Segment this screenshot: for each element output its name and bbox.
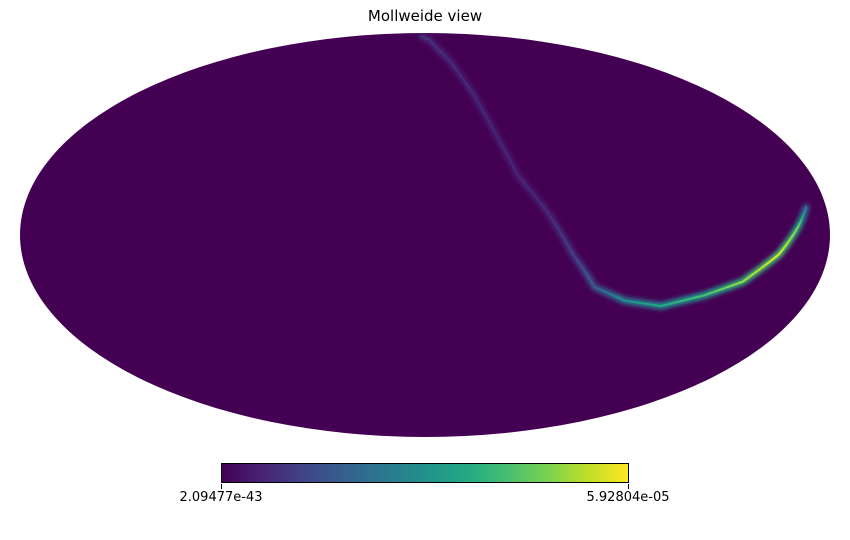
arc-core: [420, 35, 808, 308]
colorbar-min-label: 2.09477e-43: [179, 490, 263, 505]
colorbar: [221, 463, 629, 483]
colorbar-max-label: 5.92804e-05: [586, 490, 670, 505]
arc-feature: [417, 33, 810, 310]
colorbar-tick-min: [221, 484, 222, 489]
colorbar-tick-max: [628, 484, 629, 489]
sky-map-background: [20, 33, 830, 437]
chart-title: Mollweide view: [367, 7, 483, 25]
